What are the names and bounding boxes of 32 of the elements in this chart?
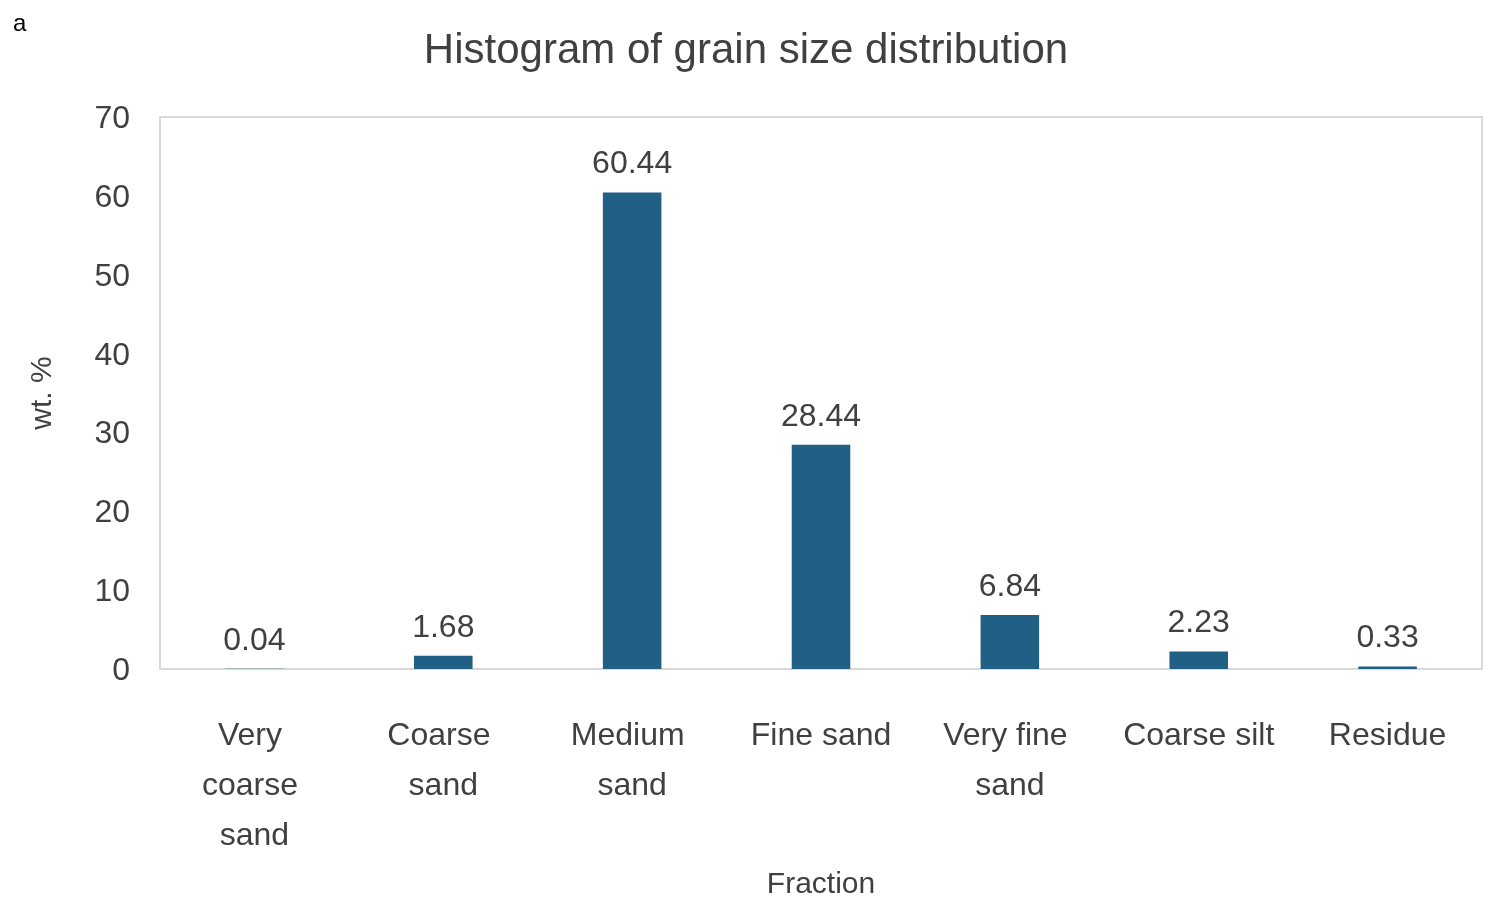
y-tick-label: 10 — [94, 572, 130, 609]
x-tick-label: Coarse silt — [1123, 716, 1275, 752]
data-label: 28.44 — [780, 396, 862, 433]
y-tick-label: 40 — [94, 335, 130, 372]
data-label: 6.84 — [978, 567, 1041, 604]
bar — [414, 655, 473, 669]
x-tick-label: Residue — [1328, 716, 1447, 752]
y-tick-label: 30 — [94, 414, 130, 451]
x-tick-label: Coarse sand — [387, 716, 500, 802]
bar — [1358, 666, 1417, 669]
bar — [602, 192, 662, 669]
y-tick-label: 70 — [94, 99, 130, 135]
chart-title: Histogram of grain size distribution — [423, 24, 1069, 72]
y-tick-label: 60 — [94, 177, 130, 214]
y-tick-label: 50 — [94, 256, 130, 293]
y-axis-title: wt. % — [23, 356, 57, 431]
x-tick-label: Very coarse sand — [201, 716, 307, 852]
data-label: 0.04 — [223, 620, 286, 657]
data-label: 0.33 — [1356, 618, 1419, 655]
data-label: 2.23 — [1167, 603, 1230, 640]
bar — [980, 615, 1040, 669]
x-tick-label: Medium sand — [570, 716, 694, 802]
data-label: 1.68 — [412, 607, 475, 644]
text: a — [13, 8, 27, 36]
x-tick-label: Fine sand — [750, 716, 892, 752]
data-label: 60.44 — [592, 144, 673, 181]
bar — [791, 444, 851, 669]
y-tick-label: 0 — [112, 651, 130, 687]
bar — [1169, 651, 1228, 669]
x-tick-label: Very fine sand — [943, 716, 1077, 802]
x-axis-title: Fraction — [766, 865, 876, 899]
y-tick-label: 20 — [94, 493, 130, 530]
